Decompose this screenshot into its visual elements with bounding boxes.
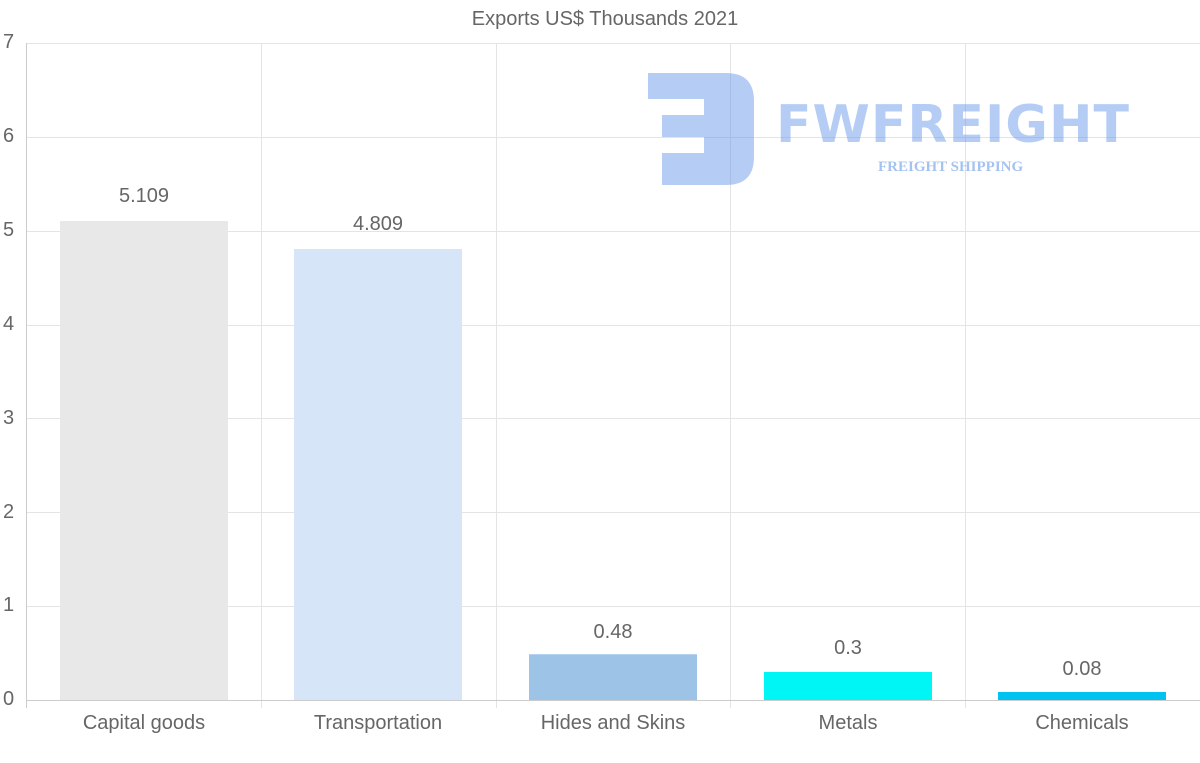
gridline-1: [26, 606, 1200, 607]
x-tick-metals: Metals: [818, 712, 878, 734]
x-tick-hides-and-skins: Hides and Skins: [540, 712, 686, 734]
chart-title: Exports US$ Thousands 2021: [471, 8, 739, 30]
y-tick-5: 5: [3, 219, 15, 241]
y-tick-1: 1: [3, 594, 15, 616]
watermark-tagline: FREIGHT SHIPPING: [878, 159, 1024, 175]
value-label-chemicals: 0.08: [1062, 658, 1102, 680]
fwfreight-watermark: FWFREIGHT FREIGHT SHIPPING: [646, 73, 1156, 188]
vgrid-3: [730, 43, 731, 708]
vgrid-2: [496, 43, 497, 708]
gridline-6: [26, 137, 1200, 138]
fwfreight-logo-icon: [648, 73, 754, 185]
y-axis: [26, 43, 27, 708]
bar-capital-goods[interactable]: [60, 221, 228, 700]
value-label-transportation: 4.809: [352, 213, 404, 235]
gridline-3: [26, 418, 1200, 419]
y-tick-3: 3: [3, 407, 15, 429]
x-tick-chemicals: Chemicals: [1035, 712, 1129, 734]
gridline-2: [26, 512, 1200, 513]
plot-area: 5.109 4.809 0.48 0.3 0.08: [26, 43, 1200, 708]
bar-metals[interactable]: [764, 672, 932, 700]
x-axis: [26, 700, 1200, 701]
y-tick-0: 0: [3, 688, 15, 710]
gridline-4: [26, 325, 1200, 326]
vgrid-1: [261, 43, 262, 708]
gridline-7: [26, 43, 1200, 44]
bar-hides-and-skins[interactable]: [529, 654, 697, 700]
y-tick-7: 7: [3, 31, 15, 53]
y-tick-2: 2: [3, 501, 15, 523]
y-tick-4: 4: [3, 313, 15, 335]
bar-transportation[interactable]: [294, 249, 462, 700]
gridline-5: [26, 231, 1200, 232]
x-tick-capital-goods: Capital goods: [82, 712, 206, 734]
bar-chemicals[interactable]: [998, 692, 1166, 700]
x-tick-transportation: Transportation: [313, 712, 443, 734]
value-label-metals: 0.3: [834, 637, 862, 659]
y-tick-6: 6: [3, 125, 15, 147]
value-label-hides-and-skins: 0.48: [593, 621, 633, 643]
watermark-brand: FWFREIGHT: [776, 95, 1130, 155]
value-label-capital-goods: 5.109: [118, 185, 170, 207]
vgrid-4: [965, 43, 966, 708]
